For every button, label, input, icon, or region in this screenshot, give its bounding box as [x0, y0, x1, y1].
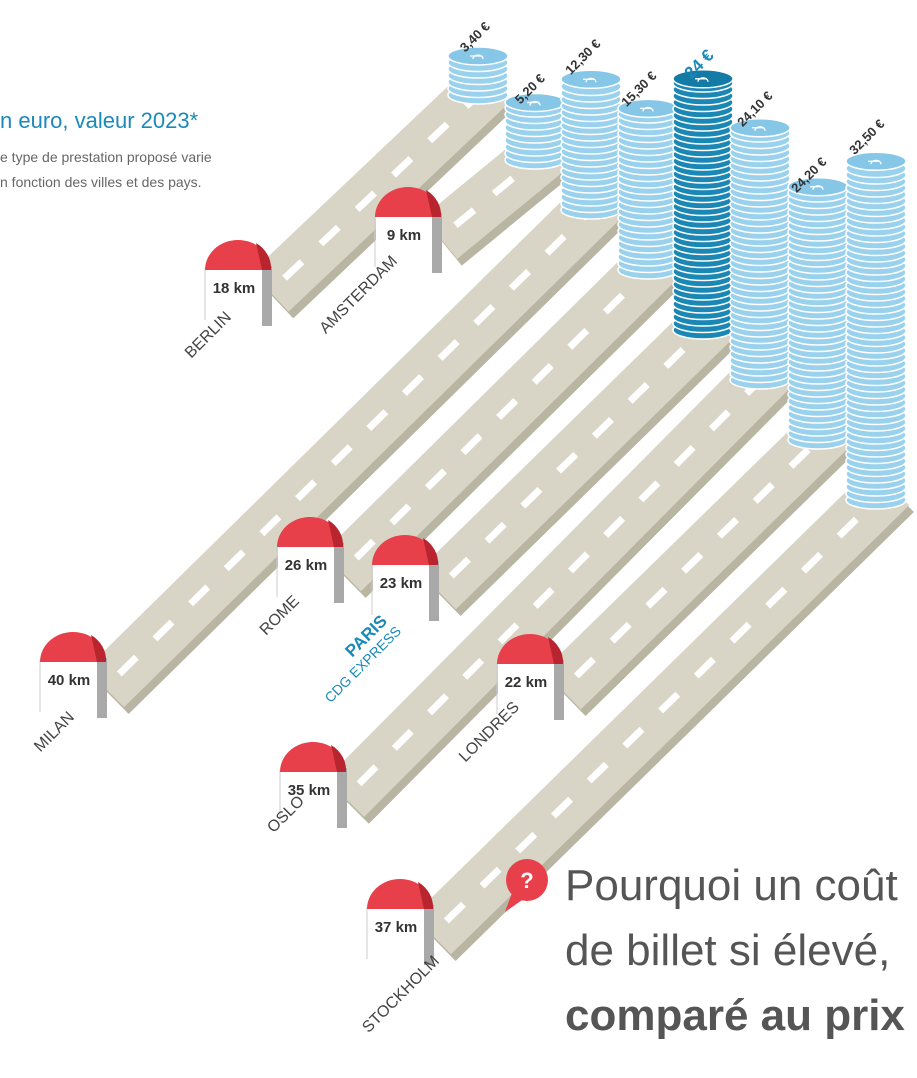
- note-line: e type de prestation proposé varie: [0, 149, 212, 165]
- question-line: comparé au prix: [565, 991, 905, 1040]
- sign-post: [432, 213, 442, 273]
- question-line: Pourquoi un coût: [565, 861, 898, 910]
- coin-stack: [788, 178, 848, 449]
- question-line: de billet si élevé,: [565, 926, 890, 975]
- city: STOCKHOLM: [359, 953, 442, 1036]
- sign-post: [262, 266, 272, 326]
- sign-post: [334, 543, 344, 603]
- coin-stack: [673, 70, 733, 339]
- coin-stack: [448, 47, 508, 104]
- coin-stack: [730, 119, 790, 389]
- coin-stack: [505, 93, 565, 169]
- sign-post: [429, 561, 439, 621]
- infographic: n euro, valeur 2023* e type de prestatio…: [0, 0, 917, 1078]
- distance: 26 km: [285, 557, 328, 574]
- distance: 23 km: [380, 575, 423, 592]
- city: MILAN: [31, 709, 78, 756]
- sign-post: [97, 658, 107, 718]
- title: n euro, valeur 2023*: [0, 108, 199, 133]
- distance: 22 km: [505, 674, 548, 691]
- coin-stack: [846, 152, 906, 509]
- sign-post: [337, 768, 347, 828]
- distance: 37 km: [375, 919, 418, 936]
- question: ? Pourquoi un coût de billet si élevé, c…: [505, 859, 905, 1040]
- distance: 9 km: [387, 227, 421, 244]
- city: BERLIN: [182, 309, 235, 362]
- sign-post: [554, 660, 564, 720]
- note-line: n fonction des villes et des pays.: [0, 174, 202, 190]
- distance: 40 km: [48, 672, 91, 689]
- distance: 18 km: [213, 280, 256, 297]
- coin-stack: [561, 70, 621, 219]
- city: ROME: [257, 593, 303, 639]
- question-icon: ?: [520, 868, 533, 893]
- coin-stack: [618, 99, 678, 279]
- price: 32,50 €: [846, 116, 887, 157]
